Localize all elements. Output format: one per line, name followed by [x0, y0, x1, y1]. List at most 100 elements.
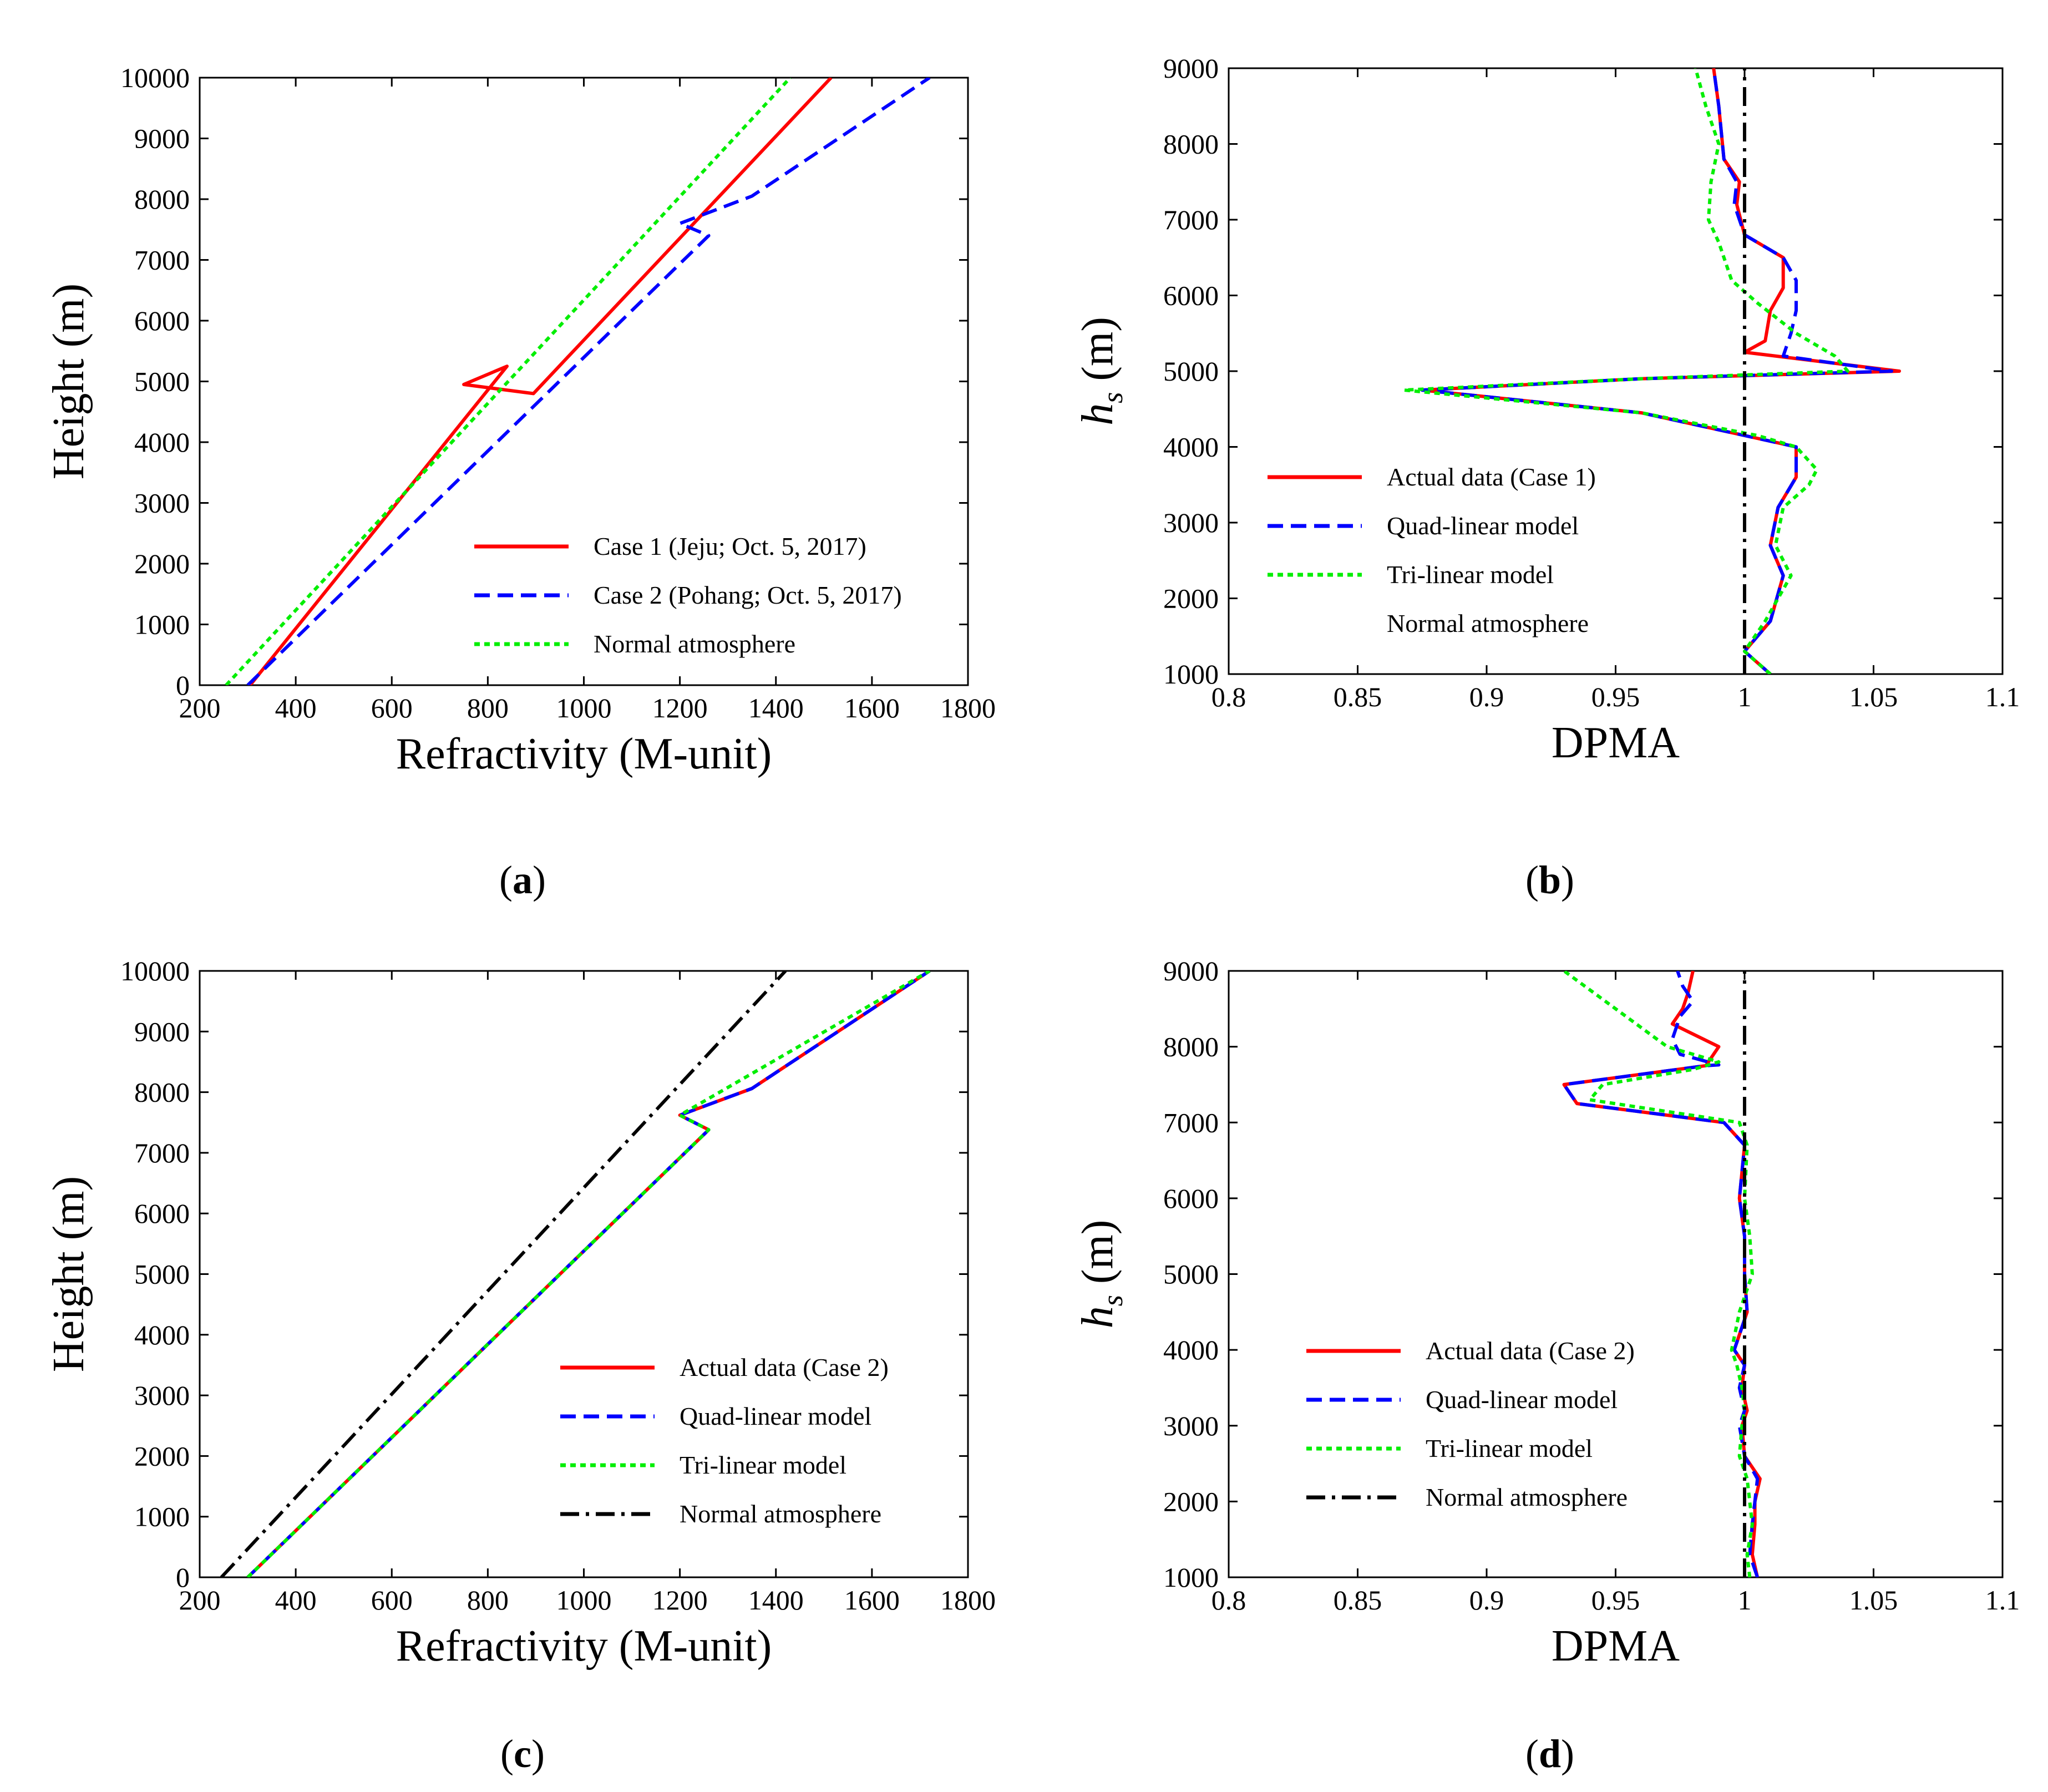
legend-label-4: Normal atmosphere [1426, 1483, 1628, 1511]
x-tick-label: 200 [179, 692, 221, 723]
y-tick-label: 3000 [1163, 1410, 1219, 1441]
y-tick-label: 1000 [1163, 1562, 1219, 1593]
y-tick-label: 7000 [1163, 204, 1219, 235]
panel-a: 200 400 600 800 1000 1200 1400 1600 1800 0 1000 200… [44, 62, 996, 902]
x-tick-label: 1600 [844, 1585, 900, 1616]
y-tick-label: 9000 [134, 1016, 190, 1047]
y-tick-label: 5000 [134, 1259, 190, 1290]
panel-label-a: (a) [499, 858, 546, 902]
legend-label-4: Normal atmosphere [1387, 609, 1589, 637]
y-tick-label: 1000 [1163, 659, 1219, 690]
plot-area-frame [199, 970, 969, 1578]
series-line-2 [246, 78, 931, 685]
y-tick-label: 4000 [1163, 1334, 1219, 1365]
legend-label-2: Quad-linear model [1387, 512, 1579, 540]
x-tick-label: 1000 [556, 692, 612, 723]
y-tick-label: 2000 [1163, 583, 1219, 614]
x-axis-label: Refractivity (M-unit) [396, 1622, 772, 1670]
x-tick-label: 0.8 [1211, 1585, 1246, 1616]
x-tick-label: 800 [467, 692, 509, 723]
y-tick-label: 9000 [1163, 955, 1219, 986]
x-tick-label: 1 [1738, 1585, 1752, 1616]
x-tick-label: 400 [275, 692, 317, 723]
panel-c: 200 400 600 800 1000 1200 1400 1600 1800 0 1000 200… [44, 955, 996, 1776]
legend-label-1: Case 1 (Jeju; Oct. 5, 2017) [594, 532, 866, 560]
legend-label-3: Tri-linear model [1387, 560, 1554, 589]
legend-label-1: Actual data (Case 2) [680, 1353, 889, 1381]
legend-label-2: Quad-linear model [1426, 1385, 1618, 1414]
series-line-1 [246, 971, 931, 1577]
x-tick-label: 400 [275, 1585, 317, 1616]
x-tick-label: 0.95 [1591, 681, 1640, 712]
y-tick-label: 0 [176, 670, 190, 701]
x-tick-label: 0.85 [1334, 1585, 1382, 1616]
series-line-2 [1420, 68, 1893, 674]
legend-label-1: Actual data (Case 1) [1387, 463, 1596, 491]
y-tick-label: 5000 [134, 366, 190, 397]
series-line-3 [1402, 68, 1849, 674]
y-axis-label: Height (m) [44, 284, 93, 479]
y-tick-label: 2000 [134, 548, 190, 579]
x-tick-label: 600 [371, 1585, 413, 1616]
y-tick-label: 9000 [1163, 53, 1219, 84]
y-tick-label: 7000 [134, 1137, 190, 1168]
y-tick-label: 8000 [1163, 129, 1219, 160]
y-tick-label: 8000 [134, 1077, 190, 1108]
series-line-3 [246, 971, 931, 1577]
y-tick-label: 0 [176, 1562, 190, 1593]
legend-label-3: Normal atmosphere [594, 630, 795, 658]
x-tick-label: 1400 [748, 692, 804, 723]
y-tick-label: 8000 [134, 184, 190, 215]
y-tick-label: 4000 [134, 427, 190, 458]
y-tick-label: 10000 [120, 62, 190, 93]
y-axis-label: hs (m) [1073, 317, 1129, 426]
series-line-4 [220, 971, 787, 1577]
legend-label-1: Actual data (Case 2) [1426, 1337, 1635, 1365]
x-tick-label: 1 [1738, 681, 1752, 712]
legend-label-3: Tri-linear model [1426, 1434, 1593, 1462]
y-tick-label: 2000 [1163, 1486, 1219, 1517]
x-tick-label: 1000 [556, 1585, 612, 1616]
x-tick-label: 200 [179, 1585, 221, 1616]
x-tick-label: 1.1 [1985, 681, 2020, 712]
x-tick-label: 0.9 [1469, 1585, 1504, 1616]
y-tick-label: 6000 [1163, 1183, 1219, 1214]
x-tick-label: 1.1 [1985, 1585, 2020, 1616]
x-tick-label: 1200 [652, 1585, 708, 1616]
y-tick-label: 4000 [134, 1319, 190, 1350]
x-tick-label: 1600 [844, 692, 900, 723]
legend-label-2: Case 2 (Pohang; Oct. 5, 2017) [594, 581, 902, 609]
panel-label-b: (b) [1525, 858, 1574, 902]
y-tick-label: 3000 [134, 1380, 190, 1411]
panel-label-c: (c) [500, 1732, 545, 1776]
panel-b: 0.8 0.85 0.9 0.95 1 1.05 1.1 1000 2000 3000 4000 50… [1073, 53, 2020, 902]
y-tick-label: 1000 [134, 609, 190, 640]
y-tick-label: 10000 [120, 955, 190, 986]
y-tick-label: 5000 [1163, 1259, 1219, 1290]
series-line-2 [246, 971, 931, 1577]
x-tick-label: 0.9 [1469, 681, 1504, 712]
x-tick-label: 1.05 [1849, 681, 1898, 712]
x-tick-label: 0.85 [1334, 681, 1382, 712]
y-tick-label: 1000 [134, 1501, 190, 1532]
legend-label-4: Normal atmosphere [680, 1500, 881, 1528]
x-tick-label: 1400 [748, 1585, 804, 1616]
y-tick-label: 6000 [134, 305, 190, 336]
x-tick-label: 600 [371, 692, 413, 723]
series-line-3 [225, 78, 792, 685]
x-tick-label: 1200 [652, 692, 708, 723]
legend-label-3: Tri-linear model [680, 1451, 846, 1479]
y-tick-label: 6000 [134, 1198, 190, 1229]
x-tick-label: 1800 [940, 692, 996, 723]
y-tick-label: 2000 [134, 1440, 190, 1471]
series-line-1 [249, 78, 833, 685]
y-tick-label: 9000 [134, 123, 190, 154]
x-tick-label: 0.95 [1591, 1585, 1640, 1616]
x-axis-label: Refractivity (M-unit) [396, 730, 772, 778]
y-axis-label: hs (m) [1073, 1220, 1129, 1329]
x-tick-label: 1.05 [1849, 1585, 1898, 1616]
y-tick-label: 3000 [134, 488, 190, 519]
x-tick-label: 1800 [940, 1585, 996, 1616]
y-tick-label: 7000 [134, 245, 190, 276]
